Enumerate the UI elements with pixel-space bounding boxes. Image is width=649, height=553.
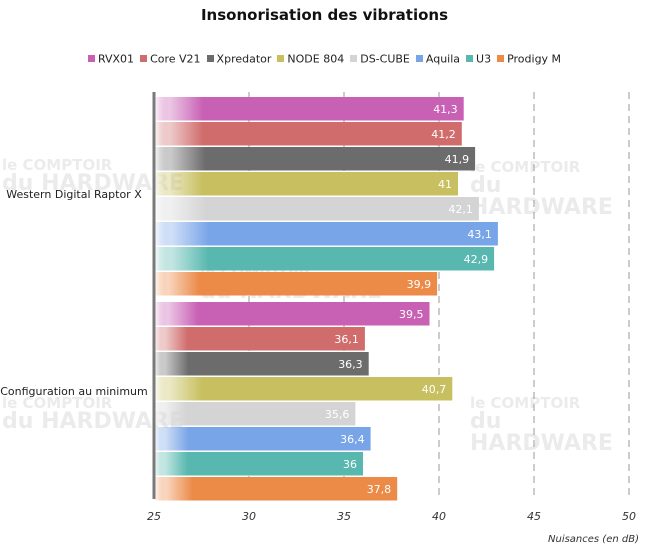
legend-swatch: [277, 54, 285, 62]
data-label: 40,7: [422, 383, 447, 396]
data-label: 39,9: [407, 278, 432, 291]
bar-xpredator: [154, 352, 369, 376]
data-label: 35,6: [325, 408, 350, 421]
legend-item: Aquila: [415, 52, 461, 66]
chart-legend: RVX01 Core V21 Xpredator NODE 804 DS-CUBE Aqu…: [0, 52, 649, 66]
legend-label: Prodigy M: [507, 52, 562, 66]
legend-swatch: [87, 54, 95, 62]
bar-core-v21: [154, 122, 462, 146]
bar-u3: [154, 247, 495, 271]
legend-swatch: [415, 54, 423, 62]
data-label: 41: [438, 178, 452, 191]
legend-item: U3: [466, 52, 491, 66]
category-label-config-minimum: Configuration au minimum: [0, 385, 148, 398]
data-label: 42,1: [448, 203, 473, 216]
legend-item: NODE 804: [277, 52, 344, 66]
legend-label: Aquila: [425, 52, 461, 66]
x-tick-label: 50: [622, 510, 636, 523]
bar-aquila: [154, 427, 371, 451]
data-label: 41,9: [445, 153, 470, 166]
bar-core-v21: [154, 327, 365, 351]
data-label: 36,3: [338, 358, 363, 371]
legend-item: Prodigy M: [497, 52, 561, 66]
legend-label: U3: [476, 52, 492, 66]
bar-u3: [154, 452, 363, 476]
legend-swatch: [497, 54, 505, 62]
data-label: 39,5: [399, 308, 424, 321]
legend-label: DS-CUBE: [360, 52, 410, 66]
legend-item: DS-CUBE: [350, 52, 410, 66]
bar-node-804: [154, 377, 453, 401]
category-label-wd-raptor: Western Digital Raptor X: [6, 188, 142, 201]
legend-swatch: [350, 54, 358, 62]
legend-label: NODE 804: [287, 52, 345, 66]
legend-label: RVX01: [97, 52, 135, 66]
x-tick-label: 25: [147, 510, 161, 523]
x-tick-label: 35: [337, 510, 351, 523]
legend-item: RVX01: [87, 52, 135, 66]
data-label: 37,8: [367, 483, 392, 496]
data-label: 41,2: [431, 128, 456, 141]
x-tick-label: 45: [527, 510, 541, 523]
data-label: 43,1: [467, 228, 492, 241]
x-tick-label: 40: [432, 510, 446, 523]
data-label: 41,3: [433, 103, 458, 116]
chart-title: Insonorisation des vibrations: [200, 6, 449, 24]
bar-ds-cube: [154, 402, 356, 426]
bar-aquila: [154, 222, 498, 246]
legend-item: Xpredator: [206, 52, 272, 66]
legend-label: Xpredator: [216, 52, 272, 66]
bar-rvx01: [154, 302, 430, 326]
data-label: 36,4: [340, 433, 365, 446]
bar-ds-cube: [154, 197, 479, 221]
data-label: 42,9: [464, 253, 489, 266]
legend-swatch: [140, 54, 148, 62]
bar-node-804: [154, 172, 458, 196]
bar-rvx01: [154, 97, 464, 121]
data-label: 36,1: [334, 333, 359, 346]
legend-label: Core V21: [150, 52, 201, 66]
legend-swatch: [206, 54, 214, 62]
legend-item: Core V21: [140, 52, 201, 66]
bar-prodigy-m: [154, 477, 398, 501]
legend-swatch: [466, 54, 474, 62]
bar-xpredator: [154, 147, 476, 171]
bar-prodigy-m: [154, 272, 438, 296]
x-axis-title: Nuisances (en dB): [548, 534, 639, 545]
x-tick-label: 30: [242, 510, 256, 523]
data-label: 36: [343, 458, 357, 471]
